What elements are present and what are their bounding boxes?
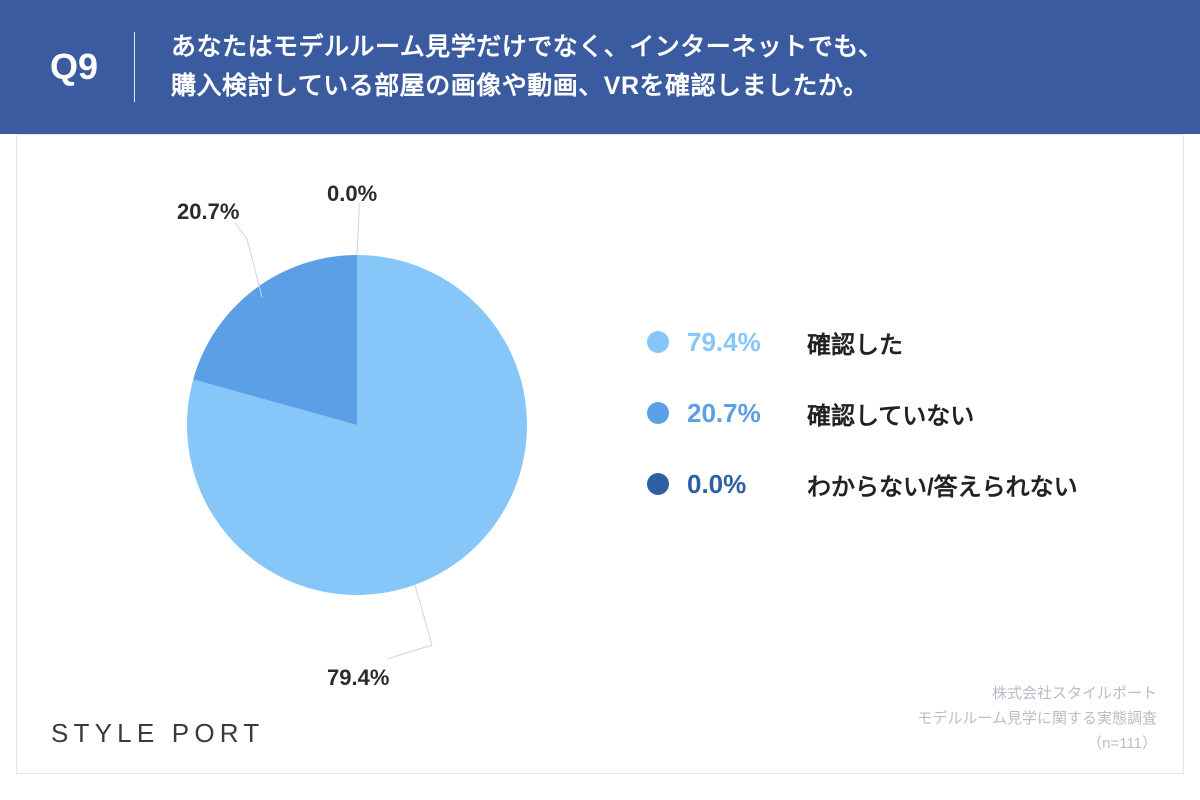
legend-item: 79.4%確認した bbox=[647, 325, 1078, 360]
legend-label: わからない/答えられない bbox=[807, 467, 1078, 502]
legend-label: 確認していない bbox=[807, 396, 974, 431]
header-divider bbox=[134, 32, 135, 102]
question-number: Q9 bbox=[50, 49, 134, 85]
legend: 79.4%確認した 20.7%確認していない 0.0%わからない/答えられない bbox=[647, 325, 1078, 538]
question-header: Q9 あなたはモデルルーム見学だけでなく、インターネットでも、 購入検討している… bbox=[0, 0, 1200, 134]
question-text: あなたはモデルルーム見学だけでなく、インターネットでも、 購入検討している部屋の… bbox=[171, 28, 884, 106]
credit-line-1: 株式会社スタイルポート bbox=[992, 685, 1157, 702]
pie-value-label: 0.0% bbox=[327, 181, 377, 207]
legend-swatch bbox=[647, 331, 669, 353]
legend-swatch bbox=[647, 402, 669, 424]
legend-item: 0.0%わからない/答えられない bbox=[647, 467, 1078, 502]
legend-percent: 20.7% bbox=[687, 398, 807, 429]
legend-swatch bbox=[647, 473, 669, 495]
credit-line-2: モデルルーム見学に関する実態調査 bbox=[917, 710, 1157, 727]
pie-svg bbox=[187, 255, 527, 595]
question-text-line1: あなたはモデルルーム見学だけでなく、インターネットでも、 bbox=[171, 33, 884, 61]
leader-line bbox=[357, 203, 359, 255]
question-text-line2: 購入検討している部屋の画像や動画、VRを確認しましたか。 bbox=[171, 72, 868, 100]
source-credit: 株式会社スタイルポート モデルルーム見学に関する実態調査 （n=111） bbox=[917, 682, 1157, 756]
pie-value-label: 79.4% bbox=[327, 665, 389, 691]
brand-logo: STYLE PORT bbox=[51, 718, 264, 749]
leader-line bbox=[387, 585, 432, 659]
legend-item: 20.7%確認していない bbox=[647, 396, 1078, 431]
legend-label: 確認した bbox=[807, 325, 903, 360]
credit-line-3: （n=111） bbox=[1087, 735, 1157, 752]
pie-value-label: 20.7% bbox=[177, 199, 239, 225]
legend-percent: 0.0% bbox=[687, 469, 807, 500]
pie-chart: 79.4%20.7%0.0% bbox=[187, 255, 527, 595]
chart-panel: 79.4%20.7%0.0% 79.4%確認した20.7%確認していない0.0%… bbox=[16, 134, 1184, 774]
legend-percent: 79.4% bbox=[687, 327, 807, 358]
